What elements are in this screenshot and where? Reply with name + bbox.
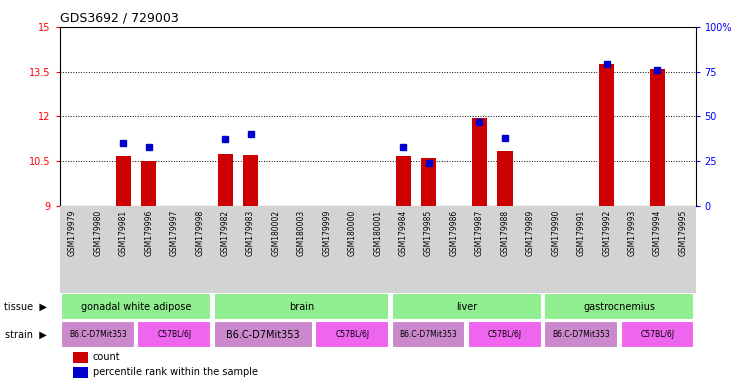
Bar [392, 293, 542, 320]
Bar [138, 321, 211, 348]
Text: GSM179999: GSM179999 [322, 210, 331, 256]
Bar [214, 321, 313, 348]
Text: brain: brain [289, 302, 314, 312]
Text: GSM179989: GSM179989 [526, 210, 535, 256]
Text: GSM179994: GSM179994 [653, 210, 662, 256]
Bar [472, 118, 487, 205]
Bar [545, 321, 618, 348]
Text: GSM179980: GSM179980 [94, 210, 102, 256]
Bar [73, 366, 88, 377]
Bar [497, 151, 512, 205]
Text: B6.C-D7Mit353: B6.C-D7Mit353 [227, 329, 300, 339]
Text: GSM180001: GSM180001 [373, 210, 382, 256]
Bar [650, 69, 665, 205]
Bar [116, 156, 131, 205]
Text: tissue  ▶: tissue ▶ [4, 302, 47, 312]
Text: GSM179991: GSM179991 [577, 210, 586, 256]
Bar [599, 64, 614, 205]
Text: GSM179985: GSM179985 [424, 210, 433, 256]
Bar [392, 321, 465, 348]
Text: GSM179984: GSM179984 [399, 210, 408, 256]
Text: GSM179982: GSM179982 [221, 210, 230, 256]
Text: GSM179993: GSM179993 [628, 210, 637, 256]
Text: GSM179992: GSM179992 [602, 210, 611, 256]
Text: C57BL/6J: C57BL/6J [335, 330, 370, 339]
Text: liver: liver [456, 302, 477, 312]
Text: count: count [93, 352, 120, 362]
Bar [214, 293, 389, 320]
Text: gonadal white adipose: gonadal white adipose [81, 302, 191, 312]
Text: GSM179990: GSM179990 [551, 210, 560, 256]
Text: GSM179988: GSM179988 [500, 210, 509, 256]
Bar [141, 161, 156, 205]
Text: GSM179998: GSM179998 [195, 210, 204, 256]
Bar [60, 205, 696, 293]
Text: GSM179997: GSM179997 [170, 210, 179, 256]
Text: GSM179981: GSM179981 [119, 210, 128, 256]
Bar [218, 154, 233, 205]
Text: GDS3692 / 729003: GDS3692 / 729003 [60, 11, 179, 24]
Text: B6.C-D7Mit353: B6.C-D7Mit353 [69, 330, 127, 339]
Text: gastrocnemius: gastrocnemius [583, 302, 655, 312]
Text: C57BL/6J: C57BL/6J [640, 330, 675, 339]
Text: B6.C-D7Mit353: B6.C-D7Mit353 [399, 330, 458, 339]
Text: GSM180000: GSM180000 [348, 210, 357, 256]
Text: C57BL/6J: C57BL/6J [157, 330, 191, 339]
Text: GSM179979: GSM179979 [68, 210, 77, 256]
Bar [243, 156, 258, 205]
Text: B6.C-D7Mit353: B6.C-D7Mit353 [552, 330, 610, 339]
Bar [621, 321, 694, 348]
Bar [73, 352, 88, 363]
Text: strain  ▶: strain ▶ [5, 329, 47, 339]
Bar [396, 156, 411, 205]
Text: C57BL/6J: C57BL/6J [488, 330, 522, 339]
Bar [421, 158, 436, 205]
Bar [316, 321, 389, 348]
Bar [545, 293, 694, 320]
Bar [61, 293, 211, 320]
Text: GSM179986: GSM179986 [450, 210, 459, 256]
Text: GSM180002: GSM180002 [272, 210, 280, 256]
Text: GSM180003: GSM180003 [297, 210, 306, 256]
Text: GSM179996: GSM179996 [144, 210, 153, 256]
Text: GSM179987: GSM179987 [475, 210, 484, 256]
Text: GSM179995: GSM179995 [678, 210, 687, 256]
Text: GSM179983: GSM179983 [246, 210, 255, 256]
Text: percentile rank within the sample: percentile rank within the sample [93, 367, 258, 377]
Bar [61, 321, 135, 348]
Bar [468, 321, 542, 348]
